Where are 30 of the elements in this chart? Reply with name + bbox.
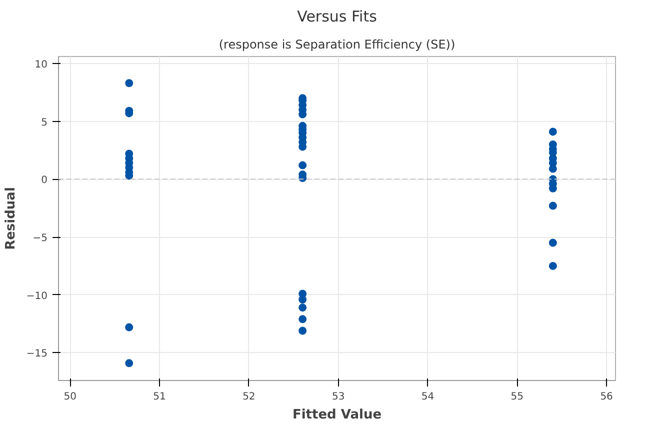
point [125,79,134,88]
y-tick-label: 0 [41,175,48,186]
point [125,323,134,332]
y-tick-label: −5 [32,233,48,244]
point [548,202,557,210]
chart-subtitle: (response is Separation Efficiency (SE)) [218,38,456,52]
x-tick-label: 51 [153,392,166,402]
x-tick-label: 52 [242,392,256,402]
x-tick-label: 56 [600,392,613,402]
point [298,315,307,324]
x-tick-label: 54 [421,392,434,402]
point [548,164,557,173]
y-tick-label: 10 [34,59,48,70]
point [298,296,307,304]
x-tick-label: 50 [64,392,76,402]
y-tick-label: −10 [26,290,48,302]
x-tick-label: 53 [332,392,345,402]
point [548,262,557,270]
x-tick-label: 55 [510,392,524,402]
y-axis-title: Residual [3,187,18,250]
point [298,161,307,170]
point [125,359,134,368]
point [548,238,557,247]
point [298,326,307,335]
x-axis-title: Fitted Value [292,408,382,422]
y-tick-label: −15 [26,348,48,360]
point [298,304,307,312]
point [548,128,557,136]
y-tick-label: 5 [41,117,48,128]
chart-title: Versus Fits [297,8,378,26]
